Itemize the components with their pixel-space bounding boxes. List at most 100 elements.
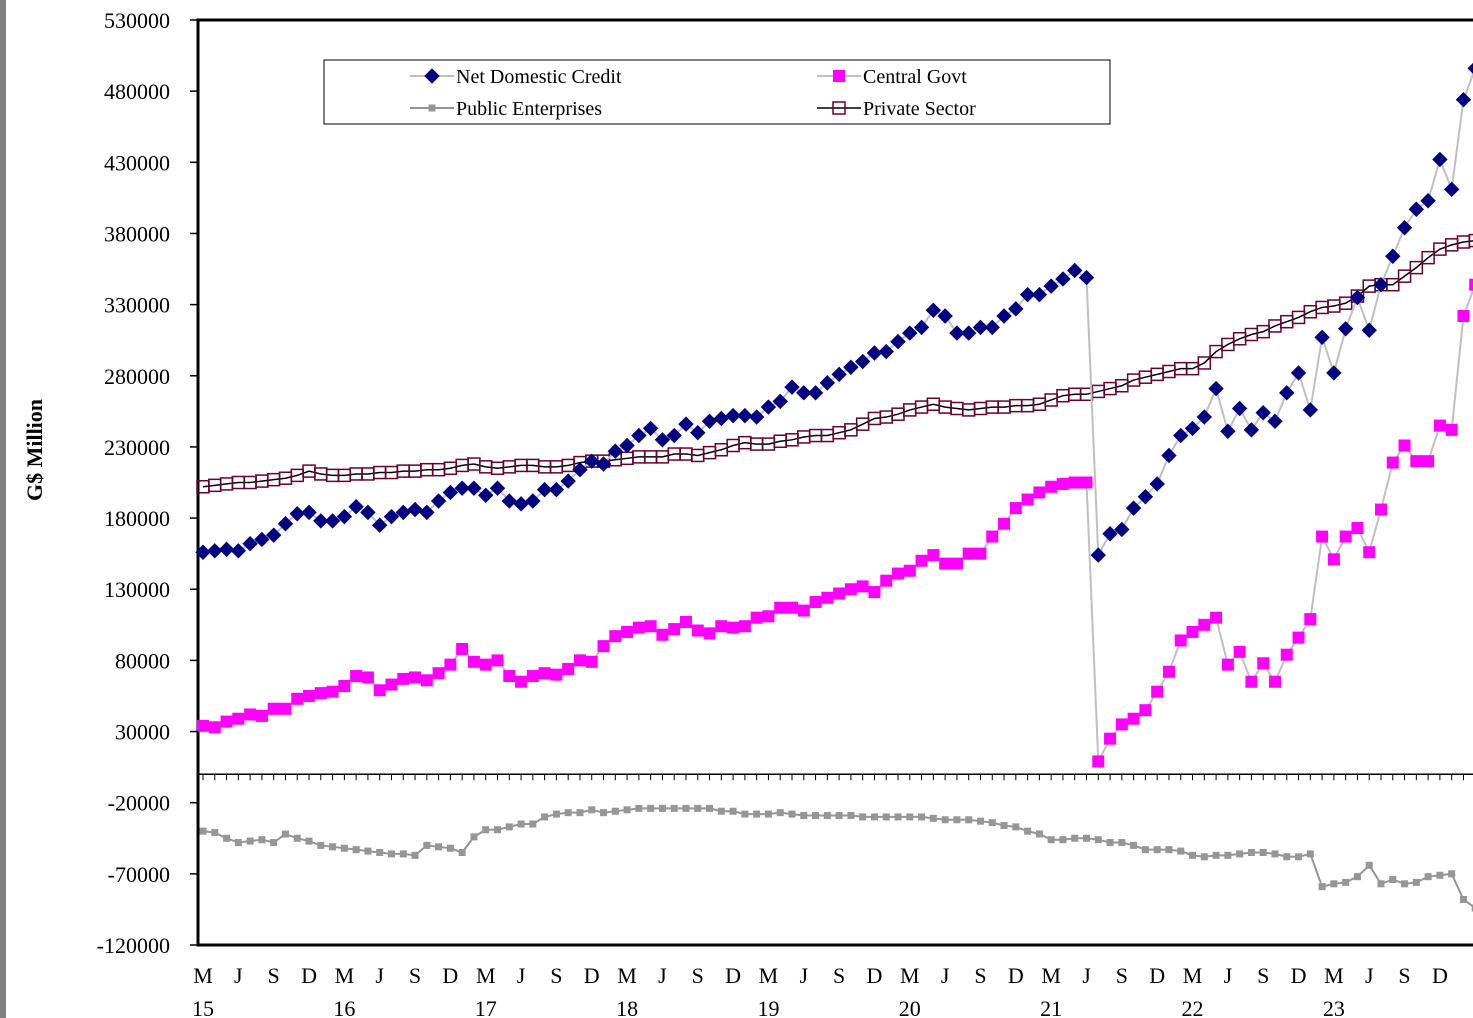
data-point [1115,718,1128,731]
data-point [324,513,341,529]
data-point [611,807,619,815]
data-point [953,816,961,824]
data-point [1083,834,1090,842]
x-tick-label: D [1149,963,1165,988]
data-point [1031,286,1048,303]
data-point [1165,846,1173,854]
data-point [1396,220,1413,236]
data-point [725,407,741,424]
y-tick-label: 530000 [104,8,170,33]
data-point [937,308,953,324]
x-tick-label: J [234,963,243,988]
data-point [397,672,410,685]
data-point [387,850,395,858]
data-point [800,812,808,819]
data-point [1295,853,1303,861]
data-point [1421,250,1435,265]
data-point [654,432,671,448]
data-point [1326,365,1342,381]
data-point [623,806,631,814]
data-point [1349,289,1366,306]
data-point [950,557,963,570]
plot-frame [196,18,1473,947]
data-point [1409,260,1424,275]
data-point [1338,296,1353,310]
data-point [585,655,598,668]
data-point [903,564,916,577]
data-point [1385,248,1401,264]
data-point [1139,704,1152,717]
data-point [246,837,254,845]
data-point [1420,193,1436,209]
data-point [562,662,575,675]
data-point [965,816,973,824]
y-tick-label: 480000 [104,79,170,104]
x-tick-label: M [759,963,779,988]
x-tick-label: D [442,963,458,988]
data-point [1306,850,1314,858]
data-point [866,345,883,361]
data-point [277,516,294,532]
data-point [915,554,928,567]
data-point [467,655,480,668]
data-point [658,804,666,812]
data-point [762,610,775,623]
data-point [1127,712,1140,725]
x-tick-label: D [1291,963,1307,988]
data-point [976,817,984,825]
data-point [823,812,831,819]
x-year-label: 22 [1182,996,1204,1018]
data-point [270,839,278,847]
data-point [713,410,730,427]
x-tick-label: D [1008,963,1024,988]
data-point [1106,839,1114,847]
data-point [812,812,820,819]
y-tick-label: -120000 [97,933,170,958]
data-point [1114,521,1130,538]
legend-item: Net Domestic Credit [410,66,622,88]
data-point [314,687,327,700]
data-point [621,625,634,638]
data-point [1149,476,1165,492]
data-point [254,531,270,548]
data-point [303,689,316,702]
data-point [1469,278,1473,291]
x-tick-label: J [1365,963,1374,988]
data-point [632,621,645,634]
data-point [550,668,563,681]
data-point [411,851,419,859]
legend-label: Public Enterprises [456,98,602,120]
data-point [326,685,339,698]
data-point [847,812,855,819]
data-point [644,620,657,633]
data-point [1279,385,1295,401]
data-point [1433,419,1446,432]
data-point [1353,873,1361,881]
legend-item: Central Govt [817,66,967,88]
data-point [399,850,407,858]
data-point [1055,271,1071,287]
data-point [1184,420,1201,437]
data-point [1200,853,1208,861]
data-point [383,508,400,525]
data-point [727,621,740,634]
x-tick-label: S [833,963,845,988]
data-point [1210,611,1223,624]
data-point [348,498,364,515]
data-point [1327,553,1340,566]
data-point [929,814,937,822]
data-point [890,333,906,350]
data-point [833,587,846,600]
data-point [376,849,384,856]
data-point [1196,409,1213,425]
data-point [1174,634,1187,647]
data-point [609,630,622,643]
data-point [258,836,266,844]
data-point [466,480,482,496]
data-point [423,841,431,849]
data-point [1092,755,1105,768]
data-point [199,827,207,835]
y-tick-label: 130000 [104,577,170,602]
data-point [244,708,257,721]
x-tick-label: S [1257,963,1269,988]
